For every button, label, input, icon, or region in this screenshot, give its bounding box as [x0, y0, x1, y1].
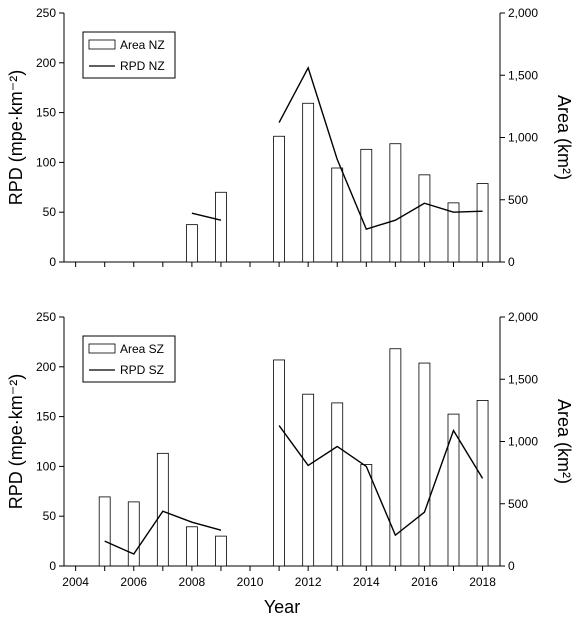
bar [331, 402, 344, 567]
left-tick-label: 150 [36, 410, 56, 424]
bar [273, 359, 285, 567]
legend-label: RPD NZ [120, 59, 165, 73]
right-tick-label: 500 [508, 193, 528, 207]
right-tick-label: 1,500 [508, 372, 538, 386]
left-tick-label: 250 [36, 310, 56, 324]
left-tick-label: 100 [36, 459, 56, 473]
left-tick-label: 0 [49, 559, 56, 573]
bar [418, 362, 431, 567]
left-axis-label: RPD (mpe·km⁻²) [6, 374, 26, 510]
bar [447, 202, 460, 263]
rpd-line [278, 65, 483, 230]
right-tick-label: 0 [508, 255, 515, 269]
bar [185, 224, 198, 263]
right-axis-label: Area (km²) [554, 95, 574, 180]
bar [156, 452, 169, 567]
bar [389, 143, 402, 263]
bar [302, 102, 315, 263]
left-tick-label: 200 [36, 56, 56, 70]
x-tick-label: 2004 [62, 575, 89, 589]
bar [418, 174, 431, 263]
right-tick-label: 2,000 [508, 310, 538, 324]
left-tick-label: 150 [36, 106, 56, 120]
legend-bar-swatch [88, 39, 116, 50]
bar [447, 413, 460, 567]
left-tick-label: 50 [43, 205, 57, 219]
x-tick-label: 2012 [295, 575, 322, 589]
bar [127, 501, 140, 567]
bar [476, 400, 489, 567]
rpd-line [191, 212, 222, 221]
right-tick-label: 1,000 [508, 131, 538, 145]
panel-bottom: 0 50 100 150 200 250 0 500 1,000 1,500 2,000 2004 20… [6, 310, 574, 617]
right-tick-label: 1,500 [508, 68, 538, 82]
left-tick-label: 200 [36, 360, 56, 374]
legend-label: RPD SZ [120, 363, 164, 377]
right-tick-label: 0 [508, 559, 515, 573]
right-tick-label: 500 [508, 497, 528, 511]
rpd-line [104, 510, 222, 555]
bar [389, 348, 402, 567]
panel-top: 0 50 100 150 200 250 0 500 1,000 1,500 2,000 RPD (m… [6, 6, 574, 269]
bar [360, 148, 373, 263]
left-tick-label: 50 [43, 509, 57, 523]
x-tick-label: 2010 [237, 575, 264, 589]
legend-label: Area NZ [120, 38, 165, 52]
x-tick-label: 2016 [411, 575, 438, 589]
bar [98, 496, 111, 567]
left-tick-label: 0 [49, 255, 56, 269]
x-tick-label: 2006 [120, 575, 147, 589]
left-axis-label: RPD (mpe·km⁻²) [6, 70, 26, 206]
bar [273, 135, 285, 263]
bar [215, 535, 227, 567]
bar [476, 183, 489, 263]
bar [331, 167, 344, 263]
bar [185, 526, 198, 567]
rpd-line [278, 425, 484, 537]
x-tick-label: 2018 [469, 575, 496, 589]
bar [215, 191, 227, 263]
right-axis-label: Area (km²) [554, 399, 574, 484]
bar [360, 464, 373, 567]
x-tick-label: 2014 [353, 575, 380, 589]
left-tick-label: 250 [36, 6, 56, 20]
legend-bar-swatch [88, 343, 116, 354]
right-tick-label: 2,000 [508, 6, 538, 20]
bar [302, 393, 315, 567]
left-tick-label: 100 [36, 155, 56, 169]
right-tick-label: 1,000 [508, 435, 538, 449]
x-tick-label: 2008 [179, 575, 206, 589]
legend-label: Area SZ [120, 342, 164, 356]
x-axis-label: Year [264, 597, 300, 617]
